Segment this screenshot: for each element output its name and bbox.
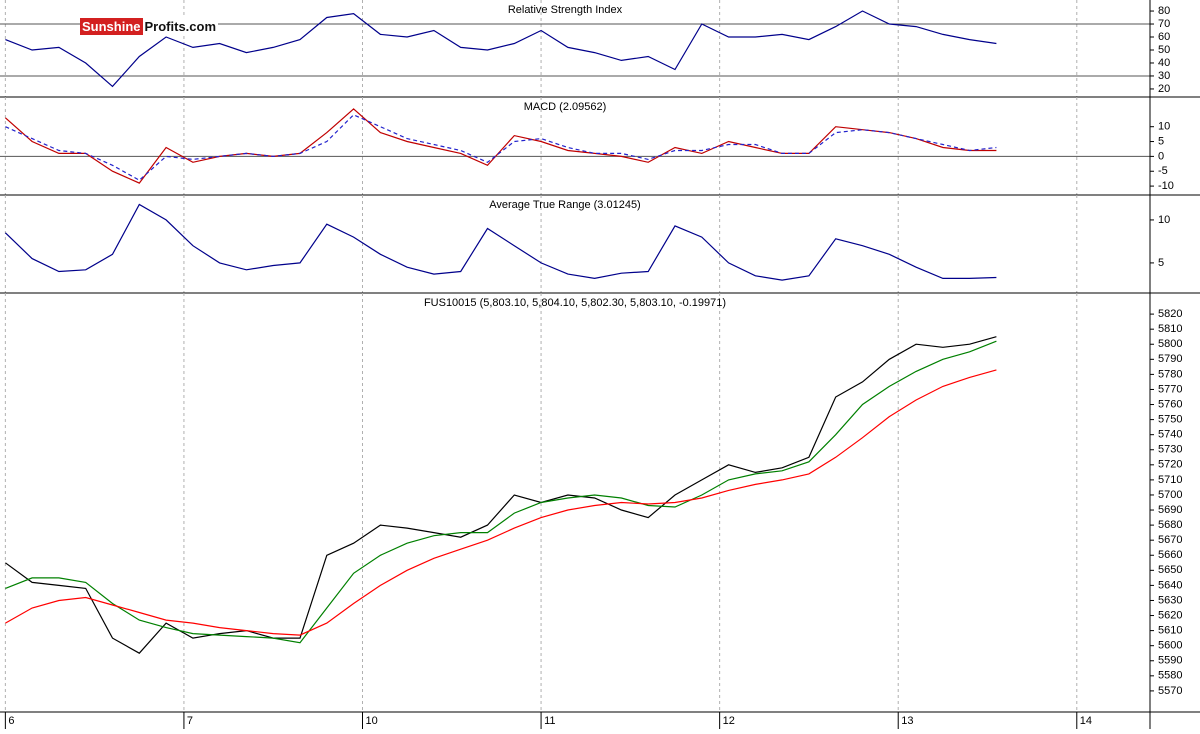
y-tick-label: 0: [1158, 150, 1164, 162]
y-tick-label: 5720: [1158, 459, 1182, 471]
y-tick-label: -5: [1158, 165, 1168, 177]
panel-title: Relative Strength Index: [508, 4, 623, 16]
series-line: [5, 108, 997, 184]
y-tick-label: 5770: [1158, 383, 1182, 395]
x-tick-label: 11: [544, 715, 555, 727]
y-tick-label: 5780: [1158, 368, 1182, 380]
y-tick-label: 10: [1158, 121, 1170, 133]
y-tick-label: 5600: [1158, 640, 1182, 652]
y-tick-label: 20: [1158, 83, 1170, 95]
series-line: [4, 203, 997, 281]
y-tick-label: 5660: [1158, 549, 1182, 561]
y-tick-label: 5750: [1158, 414, 1182, 426]
logo-part: Profits.com: [142, 18, 219, 35]
y-tick-label: 5700: [1158, 489, 1182, 501]
y-tick-label: 5740: [1158, 429, 1182, 441]
panel-title: Average True Range (3.01245): [489, 199, 640, 211]
series-line: [5, 336, 997, 654]
y-tick-label: -10: [1158, 180, 1174, 192]
series-line: [5, 10, 997, 88]
y-tick-label: 5810: [1158, 323, 1182, 335]
panel-title: MACD (2.09562): [524, 101, 607, 113]
series-line: [5, 340, 997, 644]
y-tick-label: 5820: [1158, 308, 1182, 320]
y-tick-label: 60: [1158, 31, 1170, 43]
logo-part: Sunshine: [80, 18, 143, 35]
y-tick-label: 5710: [1158, 474, 1182, 486]
x-tick-label: 7: [187, 715, 193, 727]
y-tick-label: 5590: [1158, 655, 1182, 667]
x-tick-label: 10: [366, 715, 378, 727]
y-tick-label: 5690: [1158, 504, 1182, 516]
y-tick-label: 5630: [1158, 594, 1182, 606]
y-tick-label: 5: [1158, 135, 1164, 147]
y-tick-label: 30: [1158, 70, 1170, 82]
y-tick-label: 40: [1158, 57, 1170, 69]
x-tick-label: 13: [901, 715, 913, 727]
x-tick-label: 14: [1080, 715, 1092, 727]
y-tick-label: 5610: [1158, 625, 1182, 637]
y-tick-label: 70: [1158, 18, 1170, 30]
series-line: [5, 369, 997, 636]
y-tick-label: 5: [1158, 257, 1164, 269]
y-tick-label: 5580: [1158, 670, 1182, 682]
y-tick-label: 5730: [1158, 444, 1182, 456]
y-tick-label: 5620: [1158, 609, 1182, 621]
y-tick-label: 10: [1158, 214, 1170, 226]
y-tick-label: 5670: [1158, 534, 1182, 546]
y-tick-label: 5650: [1158, 564, 1182, 576]
y-tick-label: 5680: [1158, 519, 1182, 531]
y-tick-label: 50: [1158, 44, 1170, 56]
y-tick-label: 5790: [1158, 353, 1182, 365]
y-tick-label: 5760: [1158, 398, 1182, 410]
y-tick-label: 5800: [1158, 338, 1182, 350]
series-line: [5, 114, 997, 181]
x-tick-label: 6: [8, 715, 14, 727]
panel-title: FUS10015 (5,803.10, 5,804.10, 5,802.30, …: [424, 297, 726, 309]
logo: Sunshine Profits.com: [80, 18, 219, 35]
y-tick-label: 80: [1158, 5, 1170, 17]
x-tick-label: 12: [723, 715, 735, 727]
y-tick-label: 5640: [1158, 579, 1182, 591]
y-tick-label: 5570: [1158, 685, 1182, 697]
